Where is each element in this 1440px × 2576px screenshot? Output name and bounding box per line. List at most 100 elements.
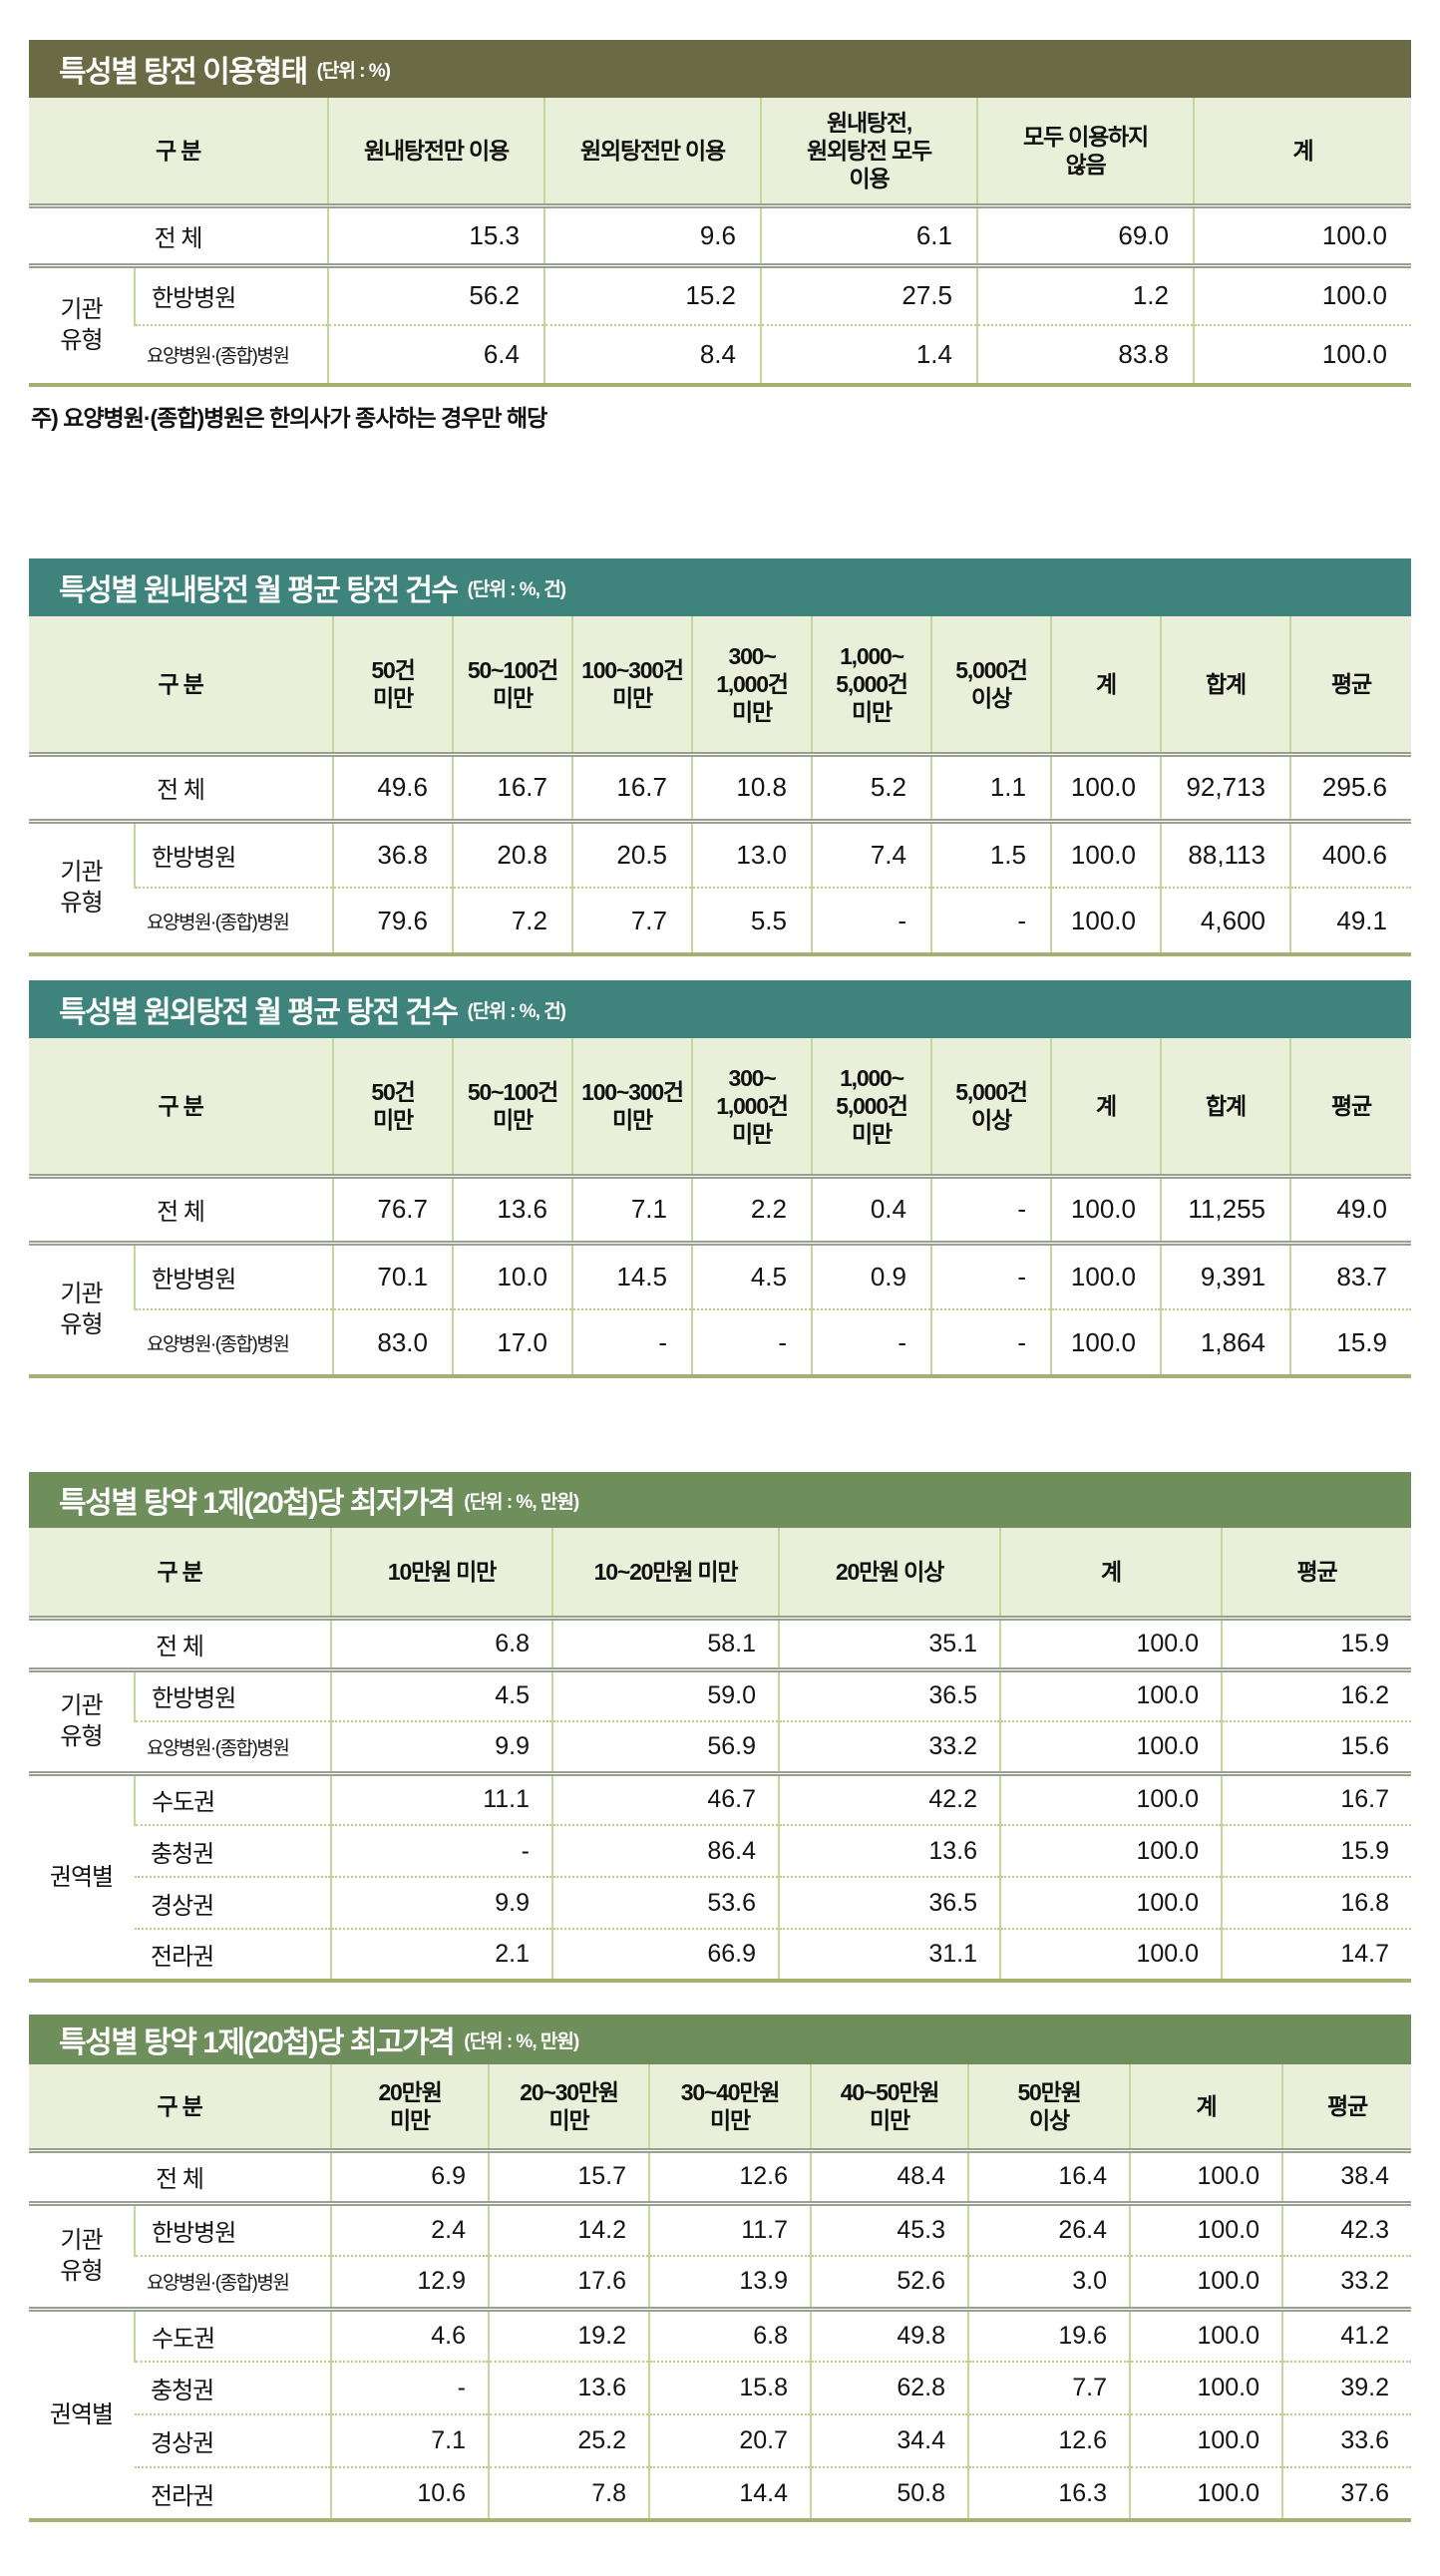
column-header: 모두 이용하지 않음	[976, 98, 1194, 208]
value-cell: 100.0	[999, 1824, 1222, 1877]
value-cell: 39.2	[1281, 2361, 1411, 2414]
value-cell: -	[330, 2361, 489, 2414]
table-unit-label: (단위 : %, 만원)	[464, 1491, 579, 1513]
value-cell: 13.6	[488, 2361, 649, 2414]
table-title: 특성별 원내탕전 월 평균 탕전 건수	[59, 574, 459, 607]
row-group-label: 기관 유형	[29, 2200, 135, 2309]
value-cell: 41.2	[1281, 2306, 1411, 2362]
value-cell: 100.0	[1050, 1240, 1161, 1309]
value-cell: 49.1	[1289, 887, 1411, 954]
table-section-min-price: 특성별 탕약 1제(20첩)당 최저가격 (단위 : %, 만원) 구 분 10만…	[29, 1472, 1411, 1983]
row-label-total: 전 체	[29, 1618, 331, 1669]
column-header-category: 구 분	[29, 616, 333, 757]
column-header: 300~ 1,000건 미만	[691, 1038, 812, 1179]
value-cell: 69.0	[976, 205, 1194, 265]
value-cell: 17.6	[488, 2255, 649, 2309]
value-cell: 88,113	[1160, 818, 1290, 888]
value-cell: 13.0	[691, 818, 812, 888]
value-cell: 11.1	[330, 1770, 552, 1825]
value-cell: 1.2	[976, 262, 1194, 325]
value-cell: 100.0	[999, 1720, 1222, 1773]
value-cell: 1.5	[930, 818, 1051, 888]
value-cell: 100.0	[1129, 2466, 1282, 2520]
value-cell: 36.5	[778, 1666, 1000, 1721]
column-header: 20만원 미만	[330, 2064, 489, 2153]
value-cell: 48.4	[810, 2150, 968, 2203]
row-label: 경상권	[135, 1876, 331, 1929]
value-cell: 7.1	[330, 2413, 489, 2467]
value-cell: 14.4	[648, 2466, 811, 2520]
value-cell: 100.0	[1129, 2306, 1282, 2362]
value-cell: 36.8	[332, 818, 453, 888]
value-cell: 50.8	[810, 2466, 968, 2520]
value-cell: 100.0	[1129, 2255, 1282, 2309]
value-cell: 8.4	[543, 324, 761, 385]
value-cell: 3.0	[967, 2255, 1130, 2309]
value-cell: 9.9	[330, 1876, 552, 1929]
table-section-external-decoction-count: 특성별 원외탕전 월 평균 탕전 건수 (단위 : %, 건) 구 분 50건 미…	[29, 980, 1411, 1378]
value-cell: 79.6	[332, 887, 453, 954]
row-group-label: 권역별	[29, 1770, 135, 1981]
value-cell: 6.4	[327, 324, 544, 385]
table-title-bar: 특성별 원내탕전 월 평균 탕전 건수 (단위 : %, 건)	[29, 558, 1411, 616]
table-section-usage-type: 특성별 탕전 이용형태 (단위 : %) 구 분 원내탕전만 이용 원외탕전만 이용…	[29, 40, 1411, 433]
row-label-total: 전 체	[29, 1176, 333, 1243]
value-cell: 92,713	[1160, 754, 1290, 821]
table-title-bar: 특성별 원외탕전 월 평균 탕전 건수 (단위 : %, 건)	[29, 980, 1411, 1038]
row-label: 한방병원	[134, 1240, 333, 1309]
row-label: 수도권	[134, 1770, 331, 1825]
value-cell: 1,864	[1160, 1308, 1290, 1376]
value-cell: 12.6	[967, 2413, 1130, 2467]
value-cell: 19.6	[967, 2306, 1130, 2362]
value-cell: 10.8	[691, 754, 812, 821]
table-unit-label: (단위 : %, 건)	[467, 1000, 566, 1022]
value-cell: 13.9	[648, 2255, 811, 2309]
stats-table: 구 분 50건 미만 50~100건 미만 100~300건 미만 300~ 1,000…	[29, 1038, 1411, 1378]
value-cell: 14.5	[571, 1240, 692, 1309]
column-header: 100~300건 미만	[571, 1038, 692, 1179]
row-label: 전라권	[135, 2466, 331, 2520]
column-header: 50~100건 미만	[452, 1038, 572, 1179]
row-label-total: 전 체	[29, 754, 333, 821]
column-header: 계	[1050, 1038, 1161, 1179]
table-footnote: 주) 요양병원·(종합)병원은 한의사가 종사하는 경우만 해당	[31, 405, 547, 431]
value-cell: 49.6	[332, 754, 453, 821]
value-cell: 10.0	[452, 1240, 572, 1309]
value-cell: 62.8	[810, 2361, 968, 2414]
column-header: 계	[999, 1528, 1222, 1621]
value-cell: 33.2	[1281, 2255, 1411, 2309]
table-unit-label: (단위 : %, 건)	[467, 578, 566, 600]
value-cell: 37.6	[1281, 2466, 1411, 2520]
column-header: 평균	[1289, 1038, 1411, 1179]
value-cell: 295.6	[1289, 754, 1411, 821]
value-cell: 2.1	[330, 1928, 552, 1981]
value-cell: 36.5	[778, 1876, 1000, 1929]
value-cell: -	[930, 887, 1051, 954]
value-cell: 4.6	[330, 2306, 489, 2362]
table-title: 특성별 원외탕전 월 평균 탕전 건수	[59, 996, 459, 1029]
table-title: 특성별 탕약 1제(20첩)당 최고가격	[59, 2026, 456, 2059]
value-cell: 0.4	[811, 1176, 931, 1243]
value-cell: 5.5	[691, 887, 812, 954]
column-header: 평균	[1281, 2064, 1411, 2153]
value-cell: 17.0	[452, 1308, 572, 1376]
row-label: 수도권	[134, 2306, 331, 2362]
value-cell: 31.1	[778, 1928, 1000, 1981]
value-cell: 35.1	[778, 1618, 1000, 1669]
column-header: 300~ 1,000건 미만	[691, 616, 812, 757]
table-unit-label: (단위 : %, 만원)	[464, 2030, 579, 2052]
column-header: 원내탕전만 이용	[327, 98, 544, 208]
value-cell: 100.0	[1129, 2413, 1282, 2467]
value-cell: -	[330, 1824, 552, 1877]
value-cell: 53.6	[551, 1876, 779, 1929]
stats-table: 구 분 10만원 미만 10~20만원 미만 20만원 이상 계 평균 전 체 6.8 58.1…	[29, 1528, 1411, 1983]
column-header: 합계	[1160, 616, 1290, 757]
value-cell: 6.8	[330, 1618, 552, 1669]
column-header: 10만원 미만	[330, 1528, 552, 1621]
column-header: 계	[1050, 616, 1161, 757]
report-page: 특성별 탕전 이용형태 (단위 : %) 구 분 원내탕전만 이용 원외탕전만 이용…	[29, 40, 1411, 2522]
stats-table: 구 분 50건 미만 50~100건 미만 100~300건 미만 300~ 1,000…	[29, 616, 1411, 956]
column-header: 10~20만원 미만	[551, 1528, 779, 1621]
value-cell: 70.1	[332, 1240, 453, 1309]
value-cell: 6.8	[648, 2306, 811, 2362]
